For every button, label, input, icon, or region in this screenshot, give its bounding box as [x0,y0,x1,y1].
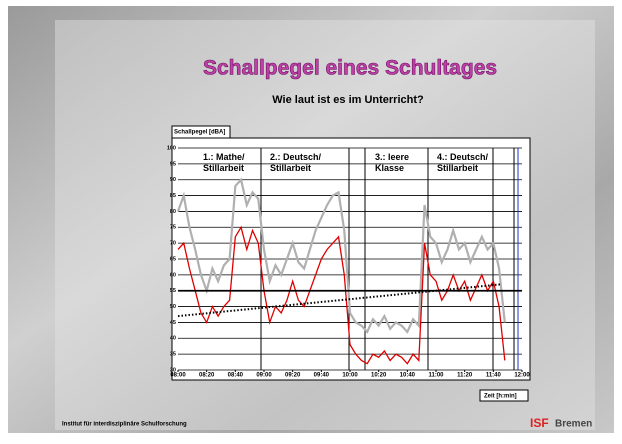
y-label-box [171,125,231,139]
x-tick-label: 10:00 [342,373,358,379]
series-line [177,225,506,365]
series-line [176,177,506,334]
x-axis-label: Zeit [h:min] [484,394,517,400]
y-tick-label: 70 [170,241,176,247]
y-axis-label: Schallpegel [dBA] [174,130,225,136]
y-tick-label: 45 [170,320,176,326]
y-tick-label: 80 [170,209,176,215]
section-labels: 1.: Mathe/Stillarbeit 2.: Deutsch/Stilla… [203,152,489,173]
y-tick-label: 40 [170,336,176,342]
plot: 30 35 40 45 50 55 60 65 70 75 80 85 90 95 100 08:00 08:2… [167,145,531,378]
section-label: 1.: Mathe/Stillarbeit [203,152,245,173]
x-tick-label: 09:20 [285,373,301,379]
x-tick-label: 10:40 [400,373,416,379]
x-tick-label: 09:00 [256,373,272,379]
y-tick-label: 50 [170,304,176,310]
title: Schallpegel eines Schultages [203,57,497,80]
x-tick-label: 08:40 [228,373,244,379]
y-tick-label: 90 [170,177,176,183]
section-label: 2.: Deutsch/Stillarbeit [270,152,322,173]
x-tick-label: 11:40 [486,373,502,379]
x-tick-label: 10:20 [371,373,387,379]
x-label-box [479,389,529,402]
y-tick-label: 60 [170,272,176,278]
section-label: 3.: leere Klasse [375,152,409,173]
y-tick-label: 55 [170,288,176,294]
x-tick-label: 11:20 [457,373,473,379]
trend-line [177,283,501,318]
y-tick-label: 75 [170,225,176,231]
y-tick-label: 95 [170,161,176,167]
logo-city: Bremen [555,419,592,430]
x-tick-label: 08:20 [199,373,215,379]
y-tick-label: 100 [167,145,176,151]
x-tick-label: 08:00 [170,373,186,379]
y-tick-label: 35 [170,352,176,358]
section-label: 4.: Deutsch/Stillarbeit [437,152,489,173]
y-tick-label: 85 [170,193,176,199]
footer: Institut für interdisziplinäre Schulfors… [62,422,187,428]
subtitle: Wie laut ist es im Unterricht? [272,94,424,106]
y-tick-label: 30 [170,367,176,373]
x-tick-label: 09:40 [314,373,330,379]
x-tick-label: 12:00 [514,373,530,379]
logo-mark: ISF [530,416,549,430]
y-tick-label: 65 [170,256,176,262]
x-tick-label: 11:00 [428,373,444,379]
